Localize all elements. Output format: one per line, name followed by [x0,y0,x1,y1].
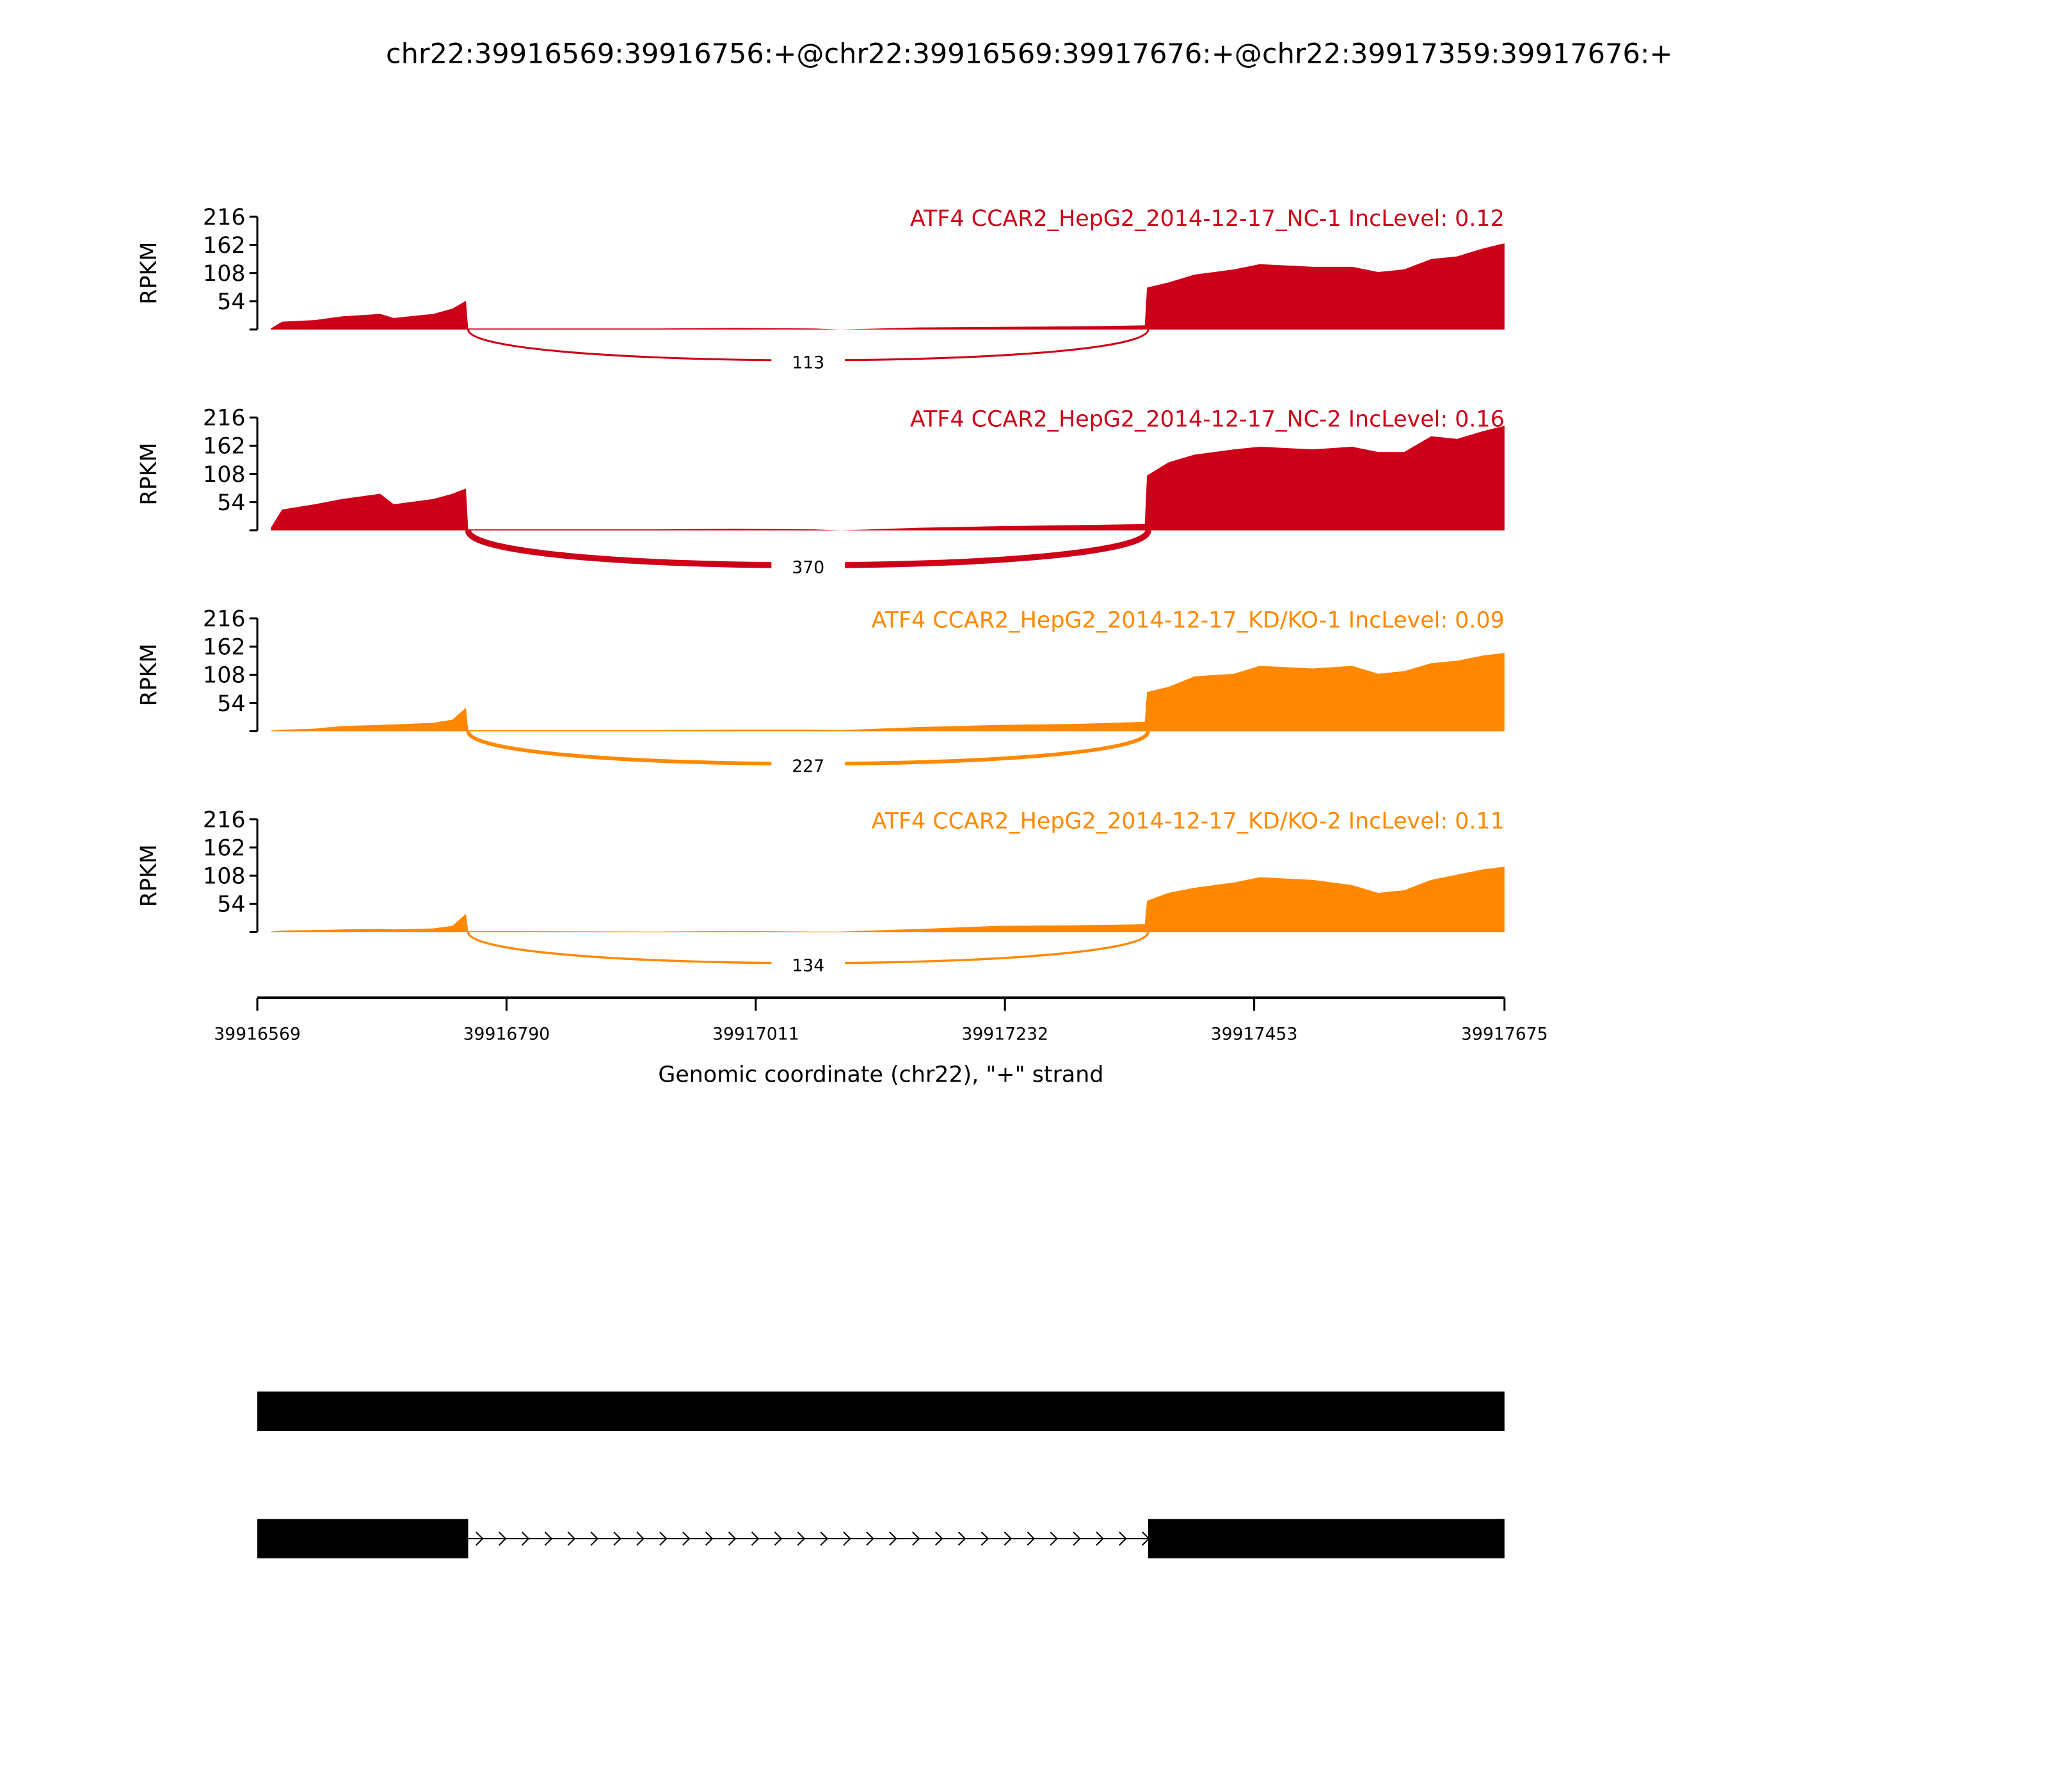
exon-block [1148,1519,1505,1558]
strand-arrow-icon [590,1532,599,1546]
strand-arrow-icon [980,1532,989,1546]
y-tick-label: 108 [203,864,246,890]
strand-arrow-icon [1050,1532,1058,1546]
sample-label: ATF4 CCAR2_HepG2_2014-12-17_KD/KO-1 IncL… [872,608,1505,634]
junction-label-bg [771,554,845,579]
sample-label: ATF4 CCAR2_HepG2_2014-12-17_NC-2 IncLeve… [910,407,1505,433]
y-axis-label: RPKM [136,242,162,305]
junction-label-bg [771,753,845,778]
strand-arrow-icon [499,1532,507,1546]
strand-arrow-icon [1073,1532,1081,1546]
y-tick-label: 54 [217,691,245,717]
junction-count-label: 227 [792,756,824,776]
y-tick-label: 162 [203,635,246,660]
strand-arrow-icon [1119,1532,1127,1546]
junction-count-label: 134 [792,956,824,975]
x-tick-label: 39916569 [214,1025,301,1044]
y-tick-label: 216 [203,606,246,632]
strand-arrow-icon [476,1532,484,1546]
strand-arrow-icon [889,1532,897,1546]
strand-arrow-icon [1004,1532,1012,1546]
y-tick-label: 54 [217,289,245,315]
strand-arrow-icon [1096,1532,1104,1546]
y-tick-label: 162 [203,434,246,460]
strand-arrow-icon [544,1532,553,1546]
exon-block [257,1391,1505,1431]
y-tick-label: 108 [203,663,246,689]
transcript-model [257,1519,1505,1558]
strand-arrow-icon [843,1532,851,1546]
strand-arrow-icon [957,1532,966,1546]
strand-arrow-icon [751,1532,760,1546]
y-tick-label: 162 [203,233,246,259]
coverage-area [271,426,1505,531]
y-axis-label: RPKM [136,844,162,907]
strand-arrow-icon [567,1532,576,1546]
x-tick-label: 39917453 [1211,1025,1298,1044]
transcript-model [257,1391,1505,1431]
x-axis-label: Genomic coordinate (chr22), "+" strand [658,1062,1103,1087]
exon-block [257,1519,468,1558]
strand-arrow-icon [797,1532,806,1546]
coverage-area [271,243,1505,330]
coverage-area [271,653,1505,732]
junction-label-bg [771,952,845,977]
y-tick-label: 108 [203,462,246,488]
strand-arrow-icon [935,1532,943,1546]
gene-models [257,1391,1505,1558]
strand-arrow-icon [866,1532,874,1546]
x-tick-label: 39917011 [712,1025,799,1044]
strand-arrow-icon [659,1532,668,1546]
strand-arrow-icon [728,1532,737,1546]
strand-arrow-icon [774,1532,783,1546]
x-tick-label: 39916790 [463,1025,550,1044]
sample-label: ATF4 CCAR2_HepG2_2014-12-17_KD/KO-2 IncL… [872,808,1505,834]
strand-arrow-icon [636,1532,644,1546]
strand-arrow-icon [521,1532,530,1546]
y-axis-label: RPKM [136,643,162,706]
strand-arrow-icon [682,1532,691,1546]
strand-arrow-icon [705,1532,714,1546]
coverage-area [271,867,1505,932]
junction-count-label: 370 [792,558,824,578]
strand-arrow-icon [912,1532,920,1546]
y-tick-label: 216 [203,205,246,230]
y-tick-label: 216 [203,807,246,833]
y-tick-label: 162 [203,835,246,861]
x-tick-label: 39917232 [961,1025,1048,1044]
chart-title: chr22:39916569:39916756:+@chr22:39916569… [386,38,1672,70]
sample-label: ATF4 CCAR2_HepG2_2014-12-17_NC-1 IncLeve… [910,206,1505,232]
y-axis-label: RPKM [136,442,162,505]
y-tick-label: 108 [203,261,246,287]
y-tick-label: 54 [217,892,245,918]
y-tick-label: 54 [217,490,245,516]
x-axis: 39916569 39916790 39917011 39917232 39917453… [214,996,1548,1044]
strand-arrow-icon [613,1532,621,1546]
strand-arrow-icon [820,1532,829,1546]
junction-count-label: 113 [792,353,824,372]
junction-label-bg [771,349,845,374]
y-tick-label: 216 [203,406,246,431]
strand-arrow-icon [1027,1532,1036,1546]
x-tick-label: 39917675 [1461,1025,1548,1044]
